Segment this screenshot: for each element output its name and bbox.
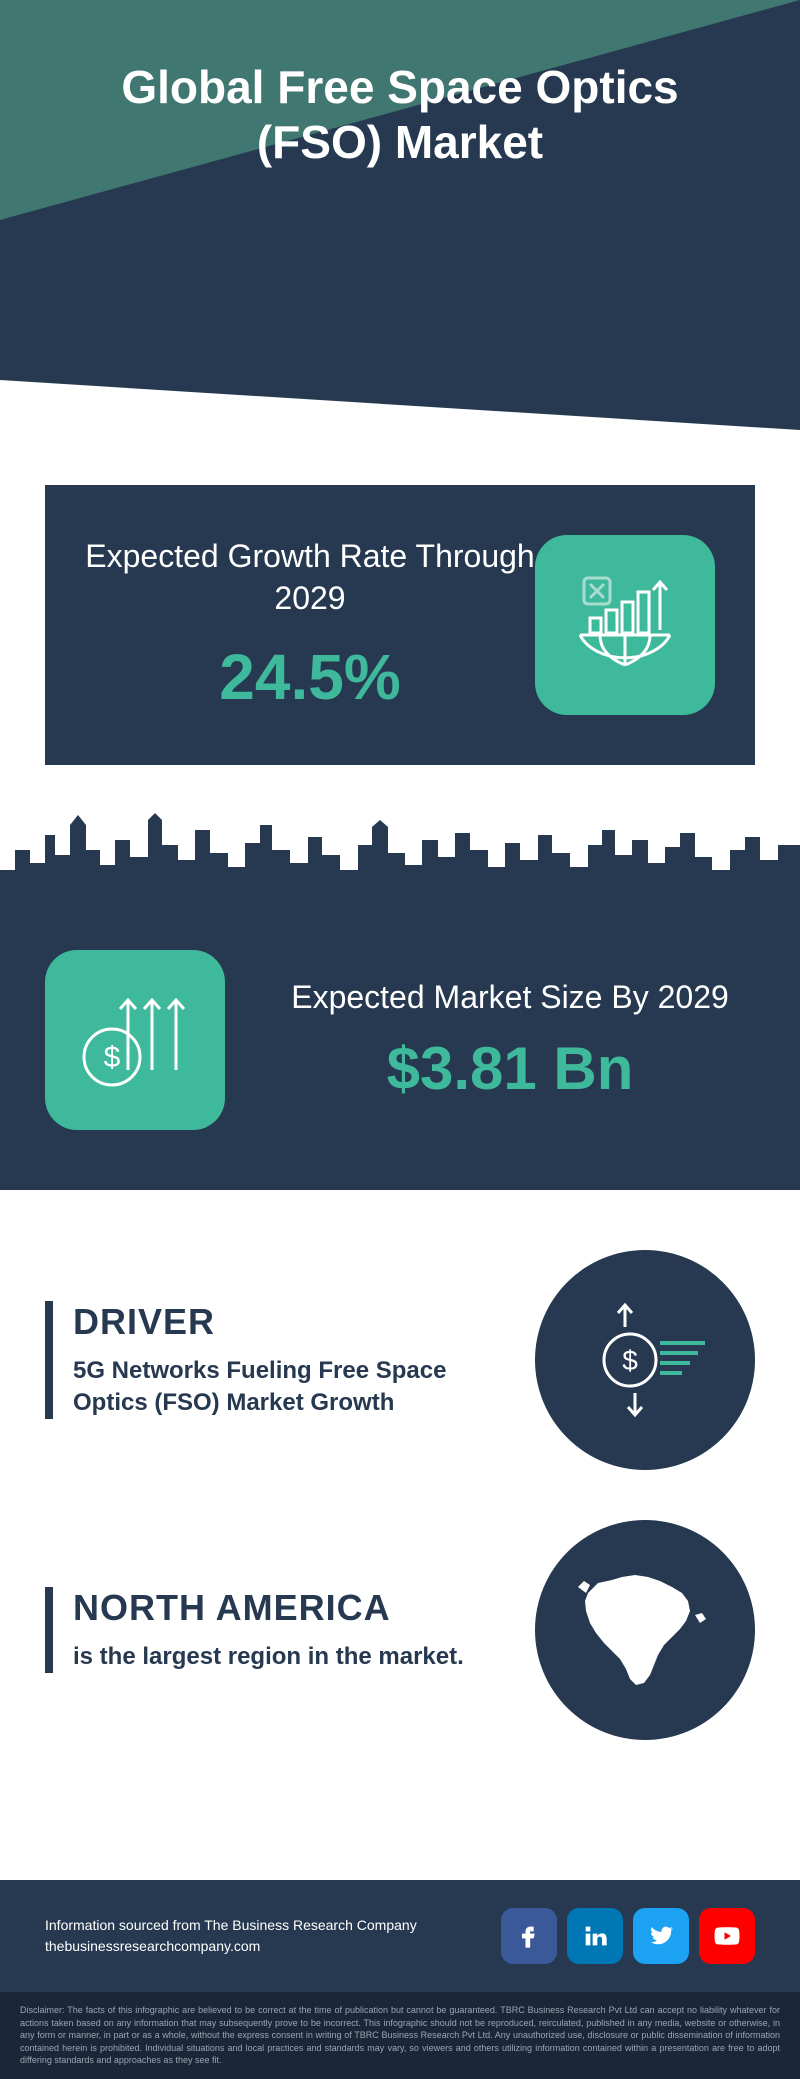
market-size-label: Expected Market Size By 2029 (265, 977, 755, 1019)
linkedin-icon[interactable] (567, 1908, 623, 1964)
footer-bar: Information sourced from The Business Re… (0, 1880, 800, 1992)
market-size-value: $3.81 Bn (265, 1034, 755, 1103)
growth-rate-label: Expected Growth Rate Through 2029 (85, 536, 535, 619)
driver-text: DRIVER 5G Networks Fueling Free Space Op… (45, 1301, 505, 1420)
region-section: NORTH AMERICA is the largest region in t… (45, 1520, 755, 1740)
footer-attribution: Information sourced from The Business Re… (45, 1915, 417, 1957)
page-title: Global Free Space Optics (FSO) Market (0, 0, 800, 170)
market-size-text: Expected Market Size By 2029 $3.81 Bn (265, 977, 755, 1103)
driver-section: DRIVER 5G Networks Fueling Free Space Op… (45, 1250, 755, 1470)
city-skyline-decoration (0, 795, 800, 915)
header-banner: Global Free Space Optics (FSO) Market (0, 0, 800, 430)
dollar-arrows-icon: $ (45, 950, 225, 1130)
svg-text:$: $ (104, 1041, 121, 1074)
data-transfer-icon: $ (535, 1250, 755, 1470)
driver-body: 5G Networks Fueling Free Space Optics (F… (73, 1355, 505, 1420)
youtube-icon[interactable] (699, 1908, 755, 1964)
growth-rate-text: Expected Growth Rate Through 2029 24.5% (85, 536, 535, 713)
region-body: is the largest region in the market. (73, 1641, 505, 1673)
twitter-icon[interactable] (633, 1908, 689, 1964)
growth-rate-value: 24.5% (85, 640, 535, 714)
region-heading: NORTH AMERICA (73, 1587, 505, 1629)
disclaimer-text: Disclaimer: The facts of this infographi… (0, 1992, 800, 2079)
growth-chart-globe-icon (535, 535, 715, 715)
driver-heading: DRIVER (73, 1301, 505, 1343)
svg-text:$: $ (622, 1345, 638, 1376)
footer-line2: thebusinessresearchcompany.com (45, 1936, 417, 1957)
footer-line1: Information sourced from The Business Re… (45, 1915, 417, 1936)
growth-rate-card: Expected Growth Rate Through 2029 24.5% (45, 485, 755, 765)
facebook-icon[interactable] (501, 1908, 557, 1964)
north-america-map-icon (535, 1520, 755, 1740)
header-diagonal-cut (0, 380, 800, 430)
region-text: NORTH AMERICA is the largest region in t… (45, 1587, 505, 1673)
market-size-card: $ Expected Market Size By 2029 $3.81 Bn (0, 910, 800, 1190)
social-links (501, 1908, 755, 1964)
